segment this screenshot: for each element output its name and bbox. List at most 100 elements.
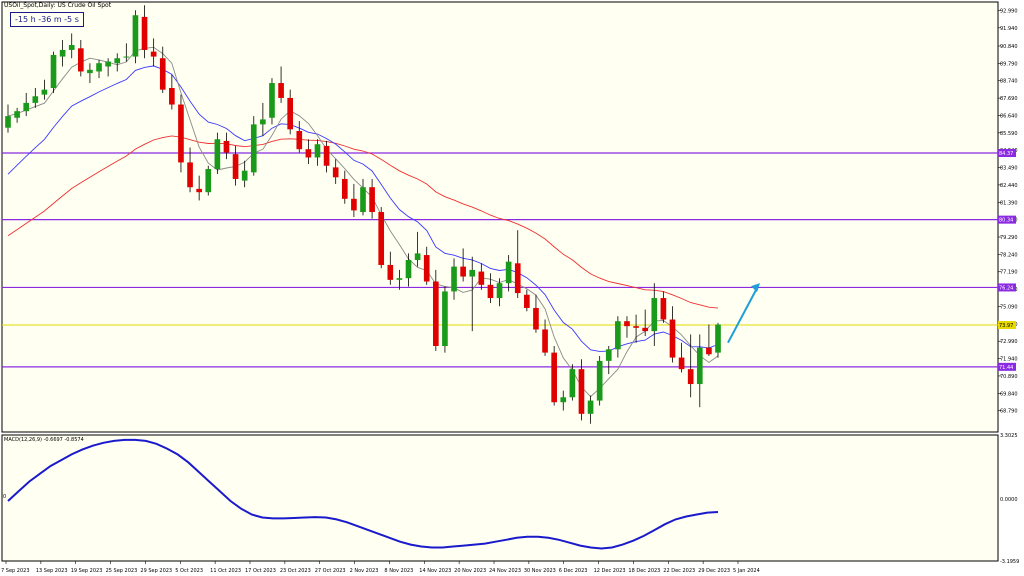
macd-axis-label: -3.1959 [1000, 559, 1019, 565]
price-axis-label: 87.690 [1000, 96, 1018, 102]
bearish-candle [542, 329, 548, 353]
level-price-label: 71.44 [999, 365, 1013, 371]
bullish-candle [505, 261, 512, 284]
date-axis-label: 25 Sep 2023 [106, 568, 138, 574]
bearish-candle [77, 48, 84, 72]
bearish-candle [432, 281, 439, 346]
level-price-tag [998, 148, 1016, 157]
bearish-candle [305, 149, 312, 158]
bullish-candle [360, 187, 366, 213]
bullish-candle [14, 111, 20, 118]
date-axis-label: 22 Dec 2023 [663, 568, 695, 574]
bearish-candle [150, 51, 157, 57]
bullish-candle [260, 119, 266, 125]
level-price-label: 76.24 [999, 285, 1013, 291]
level-price-label: 80.34 [999, 218, 1013, 224]
date-axis-label: 27 Oct 2023 [315, 568, 346, 574]
price-axis-label: 85.590 [1000, 131, 1018, 137]
bearish-candle [178, 104, 184, 163]
bullish-candle [469, 269, 476, 277]
candle-countdown-timer: -15 h -36 m -5 s [10, 12, 84, 27]
bullish-candle [569, 369, 576, 398]
price-axis-label: 90.840 [1000, 44, 1018, 50]
date-axis-label: 18 Dec 2023 [628, 568, 660, 574]
bearish-candle [296, 131, 303, 150]
bullish-candle [560, 397, 567, 403]
date-axis-label: 20 Nov 2023 [454, 568, 486, 574]
price-axis-label: 68.790 [1000, 409, 1018, 415]
bearish-candle [351, 198, 357, 211]
level-price-tag [998, 283, 1016, 292]
trend-arrow-shaft [727, 287, 758, 344]
price-axis-label: 91.940 [1000, 26, 1018, 32]
date-axis-label: 6 Dec 2023 [559, 568, 588, 574]
bullish-candle [715, 324, 721, 353]
bearish-candle [551, 352, 557, 403]
bearish-candle [169, 88, 175, 105]
macd-pane [1, 434, 999, 562]
date-axis-label: 23 Oct 2023 [280, 568, 311, 574]
bullish-candle [405, 260, 412, 279]
bullish-candle [23, 102, 30, 112]
bullish-candle [651, 298, 658, 332]
bullish-candle [596, 360, 603, 401]
date-axis-label: 5 Oct 2023 [175, 568, 203, 574]
bullish-candle [105, 61, 111, 67]
price-axis-label: 82.440 [1000, 183, 1018, 189]
price-axis-label: 70.890 [1000, 374, 1018, 380]
price-axis-label: 79.290 [1000, 235, 1018, 241]
bearish-candle [196, 188, 202, 193]
bearish-candle [514, 263, 521, 294]
bullish-candle [32, 96, 39, 103]
bullish-candle [50, 54, 57, 88]
bearish-candle [341, 178, 348, 199]
level-price-tag [998, 362, 1016, 371]
date-axis-label: 8 Nov 2023 [384, 568, 413, 574]
price-axis-label: 72.990 [1000, 339, 1018, 345]
bearish-candle [706, 347, 712, 355]
bullish-candle [5, 116, 11, 128]
date-axis-label: 19 Sep 2023 [71, 568, 103, 574]
bullish-candle [696, 347, 703, 385]
date-axis-label: 29 Sep 2023 [140, 568, 172, 574]
bullish-candle [414, 253, 421, 260]
bearish-candle [533, 307, 539, 330]
bullish-candle [114, 58, 121, 64]
date-axis-label: 30 Nov 2023 [524, 568, 556, 574]
bearish-candle [369, 187, 375, 213]
bearish-candle [323, 145, 330, 166]
bullish-candle [241, 170, 248, 181]
date-axis-label: 24 Nov 2023 [489, 568, 521, 574]
bullish-candle [314, 144, 321, 158]
bearish-candle [624, 321, 630, 327]
bullish-candle [132, 15, 139, 57]
bearish-candle [460, 266, 466, 277]
bullish-candle [123, 56, 130, 58]
price-axis-label: 86.640 [1000, 113, 1018, 119]
bearish-candle [287, 97, 294, 130]
bullish-candle [615, 321, 621, 350]
bearish-candle [524, 294, 530, 308]
date-axis-label: 14 Nov 2023 [419, 568, 451, 574]
bearish-candle [478, 271, 485, 285]
date-axis-label: 13 Sep 2023 [36, 568, 68, 574]
price-axis-label: 78.240 [1000, 252, 1018, 258]
macd-axis-label: 0.0000 [1000, 497, 1018, 503]
bullish-candle [68, 45, 75, 50]
bullish-candle [250, 124, 257, 173]
price-axis-label: 89.790 [1000, 61, 1018, 67]
bullish-candle [605, 349, 612, 361]
bearish-candle [687, 369, 694, 385]
level-price-label: 73.97 [999, 323, 1013, 329]
bullish-candle [442, 291, 448, 346]
bearish-candle [678, 357, 685, 370]
bullish-candle [96, 63, 102, 72]
bearish-candle [378, 212, 385, 265]
bearish-candle [223, 140, 230, 153]
bullish-candle [59, 49, 66, 57]
date-axis-label: 2 Nov 2023 [350, 568, 379, 574]
date-axis-label: 12 Dec 2023 [594, 568, 626, 574]
bearish-candle [141, 16, 148, 50]
price-axis-label: 71.940 [1000, 357, 1018, 363]
